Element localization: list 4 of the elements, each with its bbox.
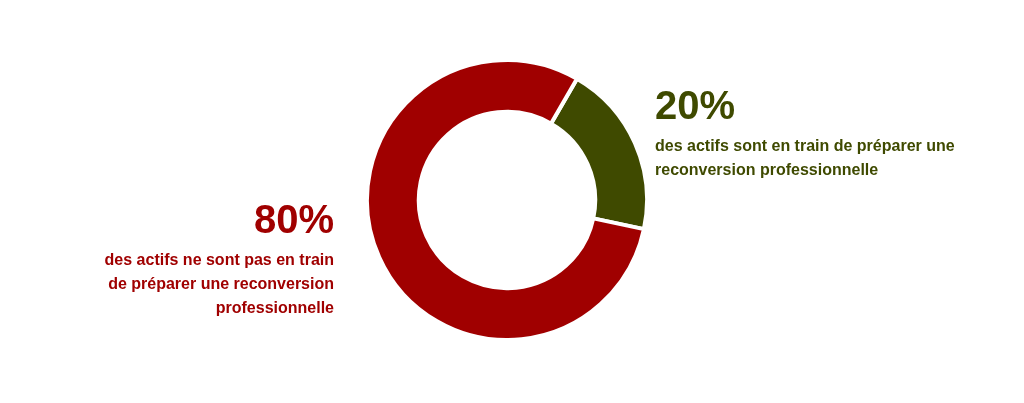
data-label: 20% [655,82,737,128]
slice-label: des actifs ne sont pas en train de préparer une reconversion professionnelle [103,250,334,318]
data-label: 80% [252,196,334,242]
slice-label: des actifs sont en train de préparer une reconversion professionnelle [655,136,956,180]
